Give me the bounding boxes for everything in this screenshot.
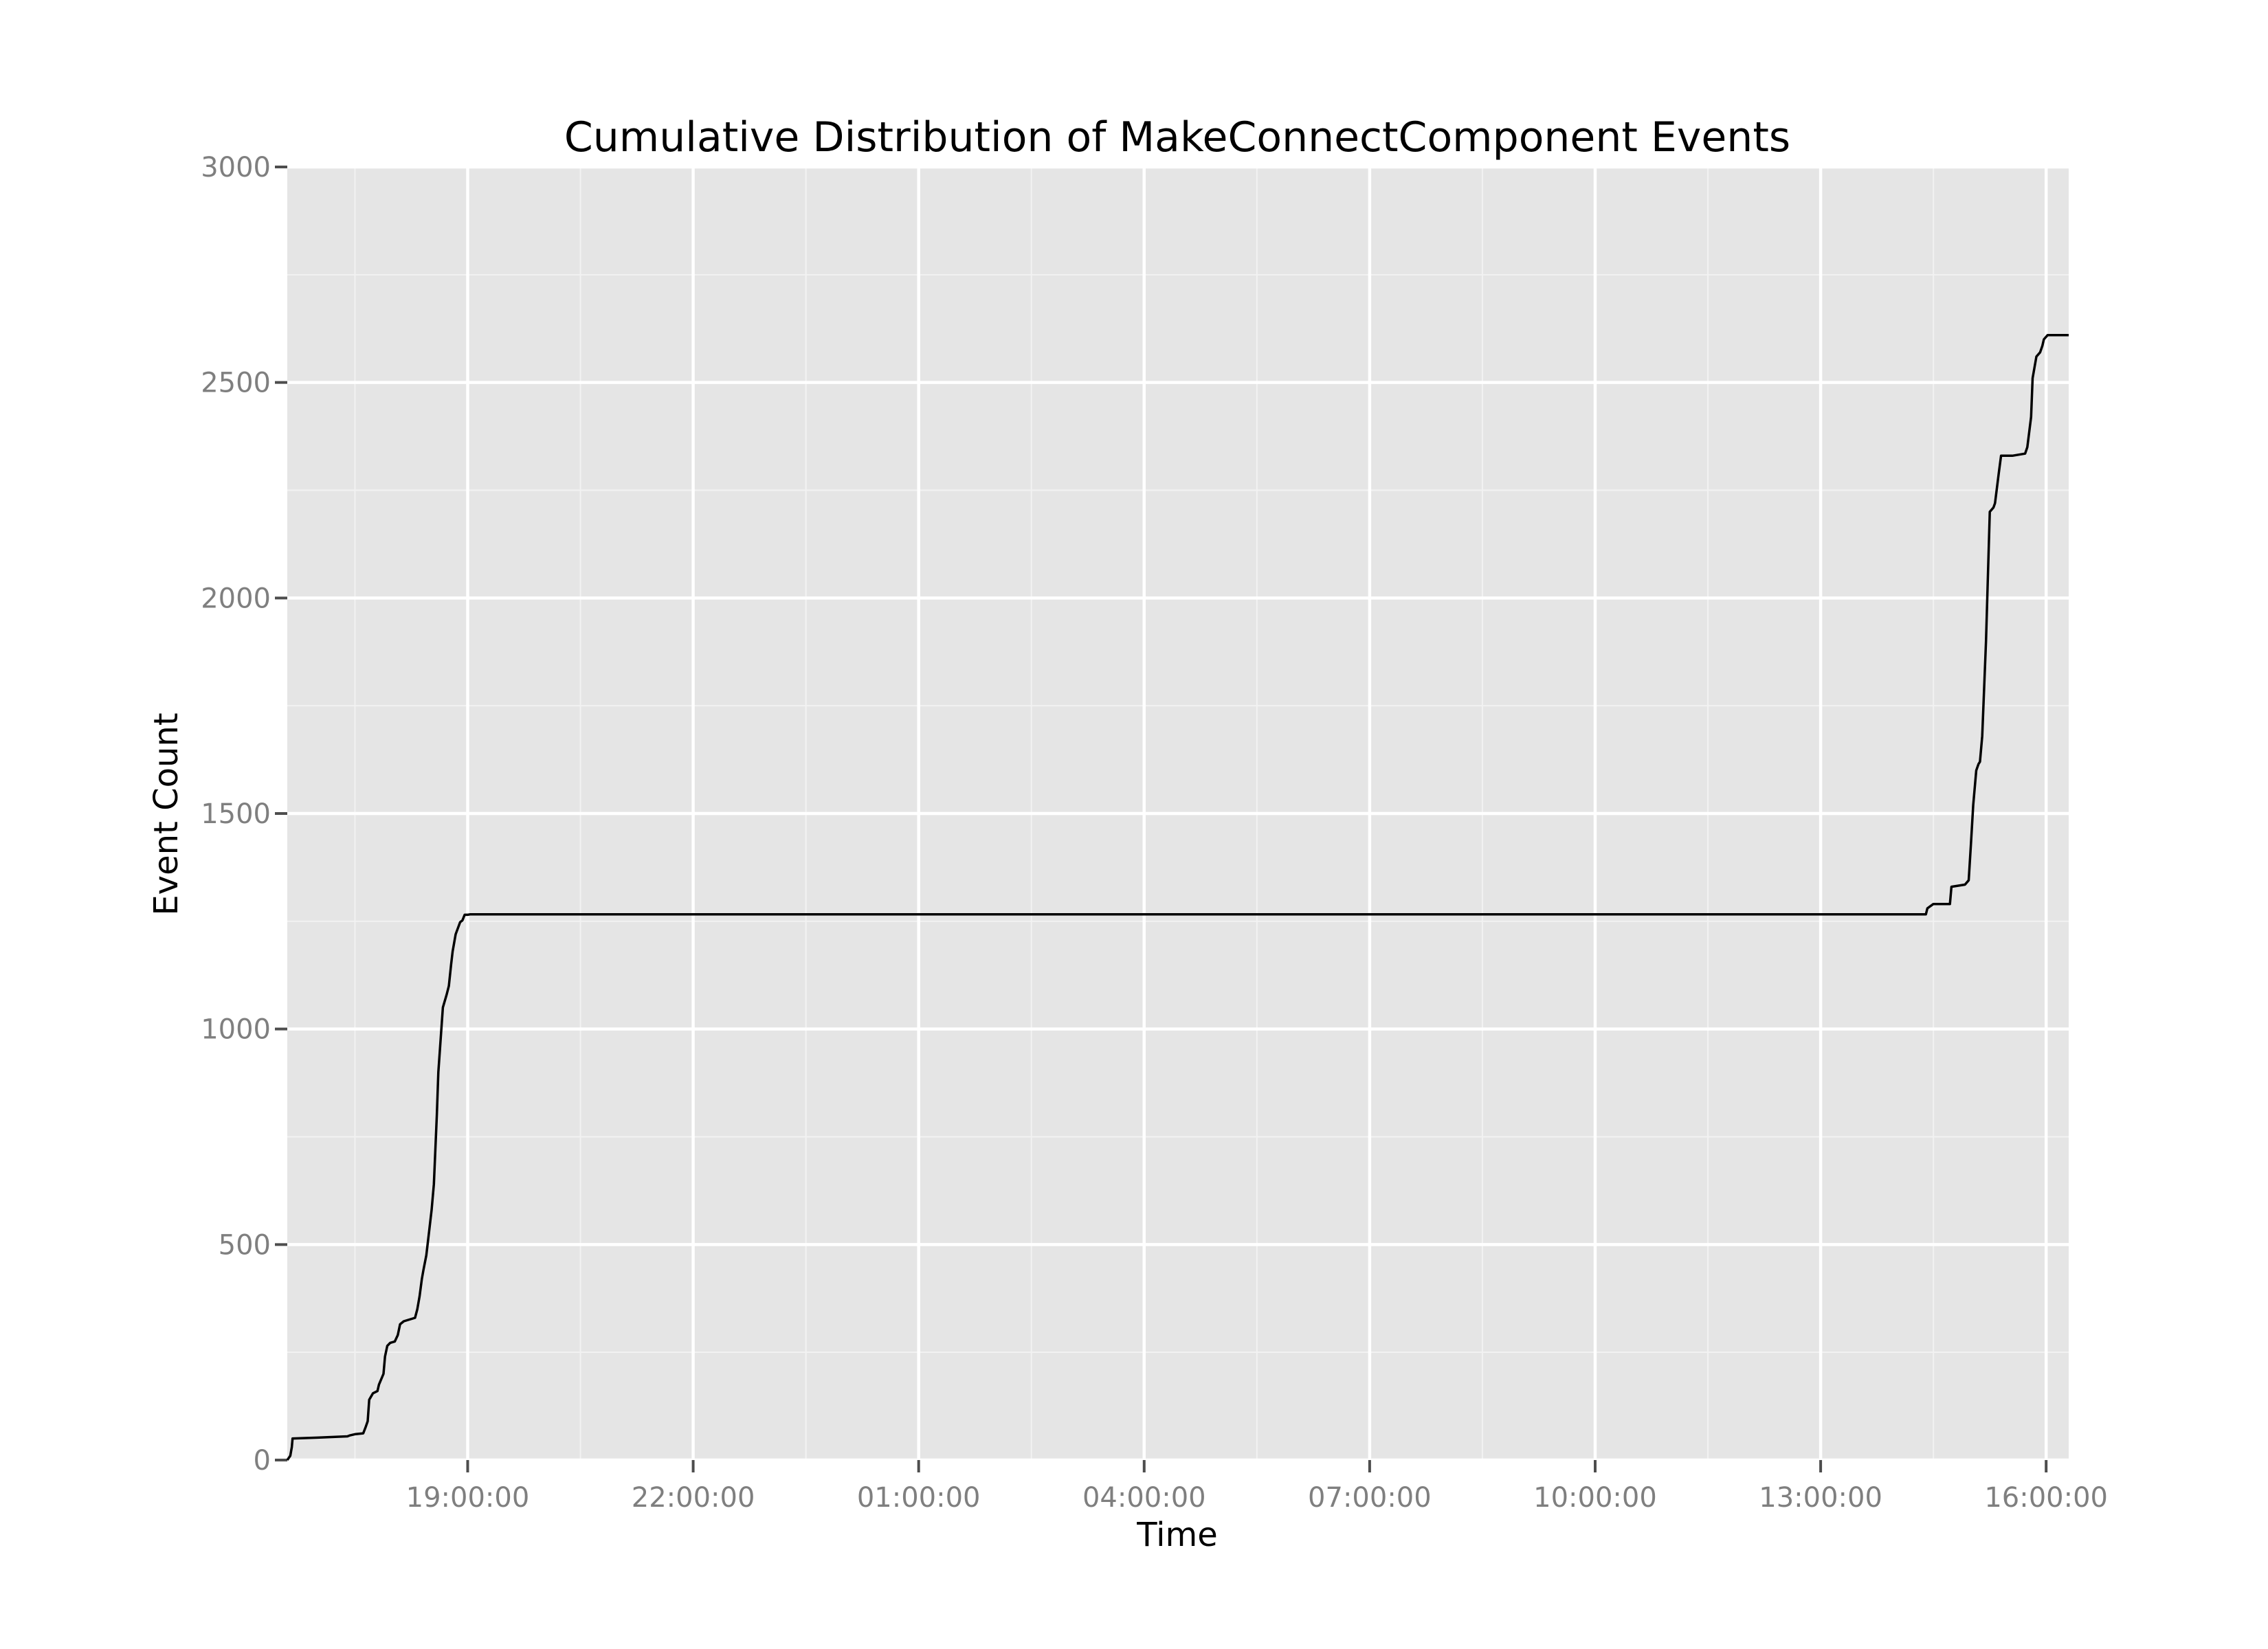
x-axis-label: Time	[1136, 1516, 1217, 1554]
y-tick-label: 2000	[201, 583, 271, 614]
x-tick-label: 07:00:00	[1308, 1482, 1432, 1514]
y-tick-label: 3000	[201, 152, 271, 183]
y-axis-label: Event Count	[147, 713, 186, 915]
x-tick-label: 22:00:00	[632, 1482, 755, 1514]
x-tick-label: 19:00:00	[406, 1482, 530, 1514]
x-tick-label: 01:00:00	[857, 1482, 981, 1514]
y-tick-label: 1000	[201, 1014, 271, 1046]
y-tick-label: 0	[254, 1445, 271, 1477]
series-line	[286, 333, 2069, 1461]
x-tick-label: 16:00:00	[1984, 1482, 2108, 1514]
x-tick-label: 13:00:00	[1759, 1482, 1882, 1514]
y-tick-label: 2500	[201, 368, 271, 399]
y-tick-label: 500	[219, 1229, 271, 1261]
x-tick-label: 10:00:00	[1533, 1482, 1657, 1514]
chart-title: Cumulative Distribution of MakeConnectCo…	[564, 113, 1790, 161]
y-tick-label: 1500	[201, 798, 271, 830]
x-tick-label: 04:00:00	[1082, 1482, 1206, 1514]
plot-area: 0 500 1000 1500 2000 2500 3000 19:00:00 22:00:00…	[201, 152, 2108, 1514]
